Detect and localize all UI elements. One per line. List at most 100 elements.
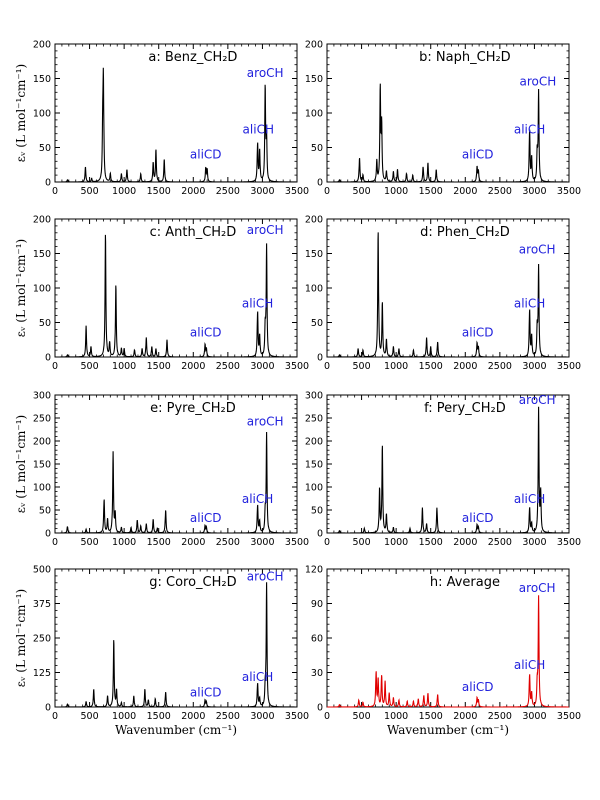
band-label-alich: aliCH <box>243 123 274 137</box>
x-tick-label: 1500 <box>419 537 443 548</box>
x-tick-label: 3500 <box>557 711 581 722</box>
x-tick-label: 1000 <box>384 186 408 197</box>
y-tick-label: 0 <box>45 703 51 714</box>
y-tick-label: 90 <box>311 599 323 610</box>
panel-title: h: Average <box>430 575 500 590</box>
y-tick-label: 0 <box>317 529 323 540</box>
panel-a: 0 500 1000 1500 2000 2500 3000 3500 0 50 100 150 200… <box>14 40 309 198</box>
spectrum-line <box>55 582 297 708</box>
y-tick-label: 100 <box>305 483 323 494</box>
y-tick-label: 50 <box>39 143 51 154</box>
x-tick-label: 3500 <box>285 711 309 722</box>
x-tick-label: 3500 <box>557 186 581 197</box>
x-tick-label: 1000 <box>112 537 136 548</box>
x-tick-label: 2500 <box>488 711 512 722</box>
y-tick-label: 0 <box>317 703 323 714</box>
x-tick-label: 1500 <box>147 361 171 372</box>
band-label-alicd: aliCD <box>190 148 222 162</box>
x-tick-label: 1000 <box>384 537 408 548</box>
y-tick-label: 100 <box>33 109 51 120</box>
spectrum-line <box>55 67 297 183</box>
band-label-alicd: aliCD <box>462 511 494 525</box>
band-label-alich: aliCH <box>514 296 545 310</box>
x-tick-label: 3500 <box>285 537 309 548</box>
y-tick-label: 150 <box>33 249 51 260</box>
band-label-alicd: aliCD <box>462 325 494 339</box>
panel-title: b: Naph_CH₂D <box>419 50 511 65</box>
band-label-alich: aliCH <box>514 123 545 137</box>
panel-e: 0 500 1000 1500 2000 2500 3000 3500 0 50 100 150 200… <box>14 391 309 549</box>
y-tick-label: 0 <box>45 353 51 364</box>
y-axis-label: εᵥ (L mol⁻¹cm⁻¹) <box>14 589 28 687</box>
y-tick-label: 300 <box>305 391 323 402</box>
x-tick-label: 500 <box>81 711 99 722</box>
x-tick-label: 500 <box>353 186 371 197</box>
band-label-alicd: aliCD <box>190 511 222 525</box>
y-tick-label: 0 <box>45 529 51 540</box>
x-axis-label: Wavenumber (cm⁻¹) <box>387 723 509 737</box>
panel-f: 0 500 1000 1500 2000 2500 3000 3500 0 50 100 150 200… <box>305 391 581 549</box>
x-tick-label: 2000 <box>181 361 205 372</box>
panel-h: 0 500 1000 1500 2000 2500 3000 3500 0 30 60 90 120 h:… <box>305 565 581 738</box>
x-tick-label: 0 <box>324 711 330 722</box>
y-tick-label: 150 <box>305 74 323 85</box>
y-tick-label: 100 <box>33 284 51 295</box>
y-tick-label: 200 <box>305 40 323 51</box>
band-label-alich: aliCH <box>242 492 273 506</box>
x-tick-label: 3000 <box>522 537 546 548</box>
x-tick-label: 500 <box>353 361 371 372</box>
y-tick-label: 150 <box>33 74 51 85</box>
band-label-aroch: aroCH <box>519 581 556 595</box>
x-tick-label: 0 <box>324 361 330 372</box>
band-label-alich: aliCH <box>242 670 273 684</box>
x-tick-label: 3500 <box>557 537 581 548</box>
x-tick-label: 2000 <box>181 537 205 548</box>
y-tick-label: 500 <box>33 565 51 576</box>
band-label-alich: aliCH <box>514 658 545 672</box>
band-label-alicd: aliCD <box>190 325 222 339</box>
x-tick-label: 1000 <box>112 361 136 372</box>
x-tick-label: 2000 <box>453 711 477 722</box>
x-tick-label: 0 <box>324 537 330 548</box>
x-tick-label: 2500 <box>488 186 512 197</box>
x-tick-label: 1000 <box>112 186 136 197</box>
x-tick-label: 3000 <box>522 186 546 197</box>
y-tick-label: 100 <box>305 284 323 295</box>
panel-c: 0 500 1000 1500 2000 2500 3000 3500 0 50 100 150 200… <box>14 215 309 373</box>
y-tick-label: 50 <box>39 506 51 517</box>
x-tick-label: 2500 <box>216 361 240 372</box>
panel-g: 0 500 1000 1500 2000 2500 3000 3500 0 125 250 375 50… <box>14 565 309 738</box>
y-tick-label: 0 <box>317 178 323 189</box>
x-tick-label: 2500 <box>488 361 512 372</box>
spectrum-line <box>327 232 569 358</box>
x-tick-label: 2000 <box>181 711 205 722</box>
x-tick-label: 1500 <box>419 711 443 722</box>
y-tick-label: 125 <box>33 668 51 679</box>
x-tick-label: 2000 <box>453 537 477 548</box>
y-tick-label: 100 <box>305 109 323 120</box>
y-tick-label: 50 <box>311 318 323 329</box>
x-tick-label: 3000 <box>522 361 546 372</box>
x-tick-label: 3500 <box>557 361 581 372</box>
y-tick-label: 60 <box>311 634 323 645</box>
x-tick-label: 1000 <box>112 711 136 722</box>
band-label-aroch: aroCH <box>247 570 284 584</box>
panel-title: g: Coro_CH₂D <box>149 575 236 590</box>
x-tick-label: 0 <box>52 361 58 372</box>
y-tick-label: 150 <box>305 460 323 471</box>
x-tick-label: 3000 <box>250 361 274 372</box>
y-tick-label: 50 <box>311 506 323 517</box>
x-tick-label: 500 <box>81 361 99 372</box>
x-tick-label: 3000 <box>250 186 274 197</box>
y-tick-label: 250 <box>305 414 323 425</box>
panel-title: a: Benz_CH₂D <box>148 50 237 65</box>
y-tick-label: 0 <box>45 178 51 189</box>
x-tick-label: 3000 <box>250 537 274 548</box>
y-tick-label: 250 <box>33 414 51 425</box>
x-tick-label: 1000 <box>384 711 408 722</box>
panel-d: 0 500 1000 1500 2000 2500 3000 3500 0 50 100 150 200… <box>305 215 581 373</box>
band-label-alicd: aliCD <box>462 680 494 694</box>
y-tick-label: 200 <box>33 437 51 448</box>
band-label-aroch: aroCH <box>247 414 284 428</box>
